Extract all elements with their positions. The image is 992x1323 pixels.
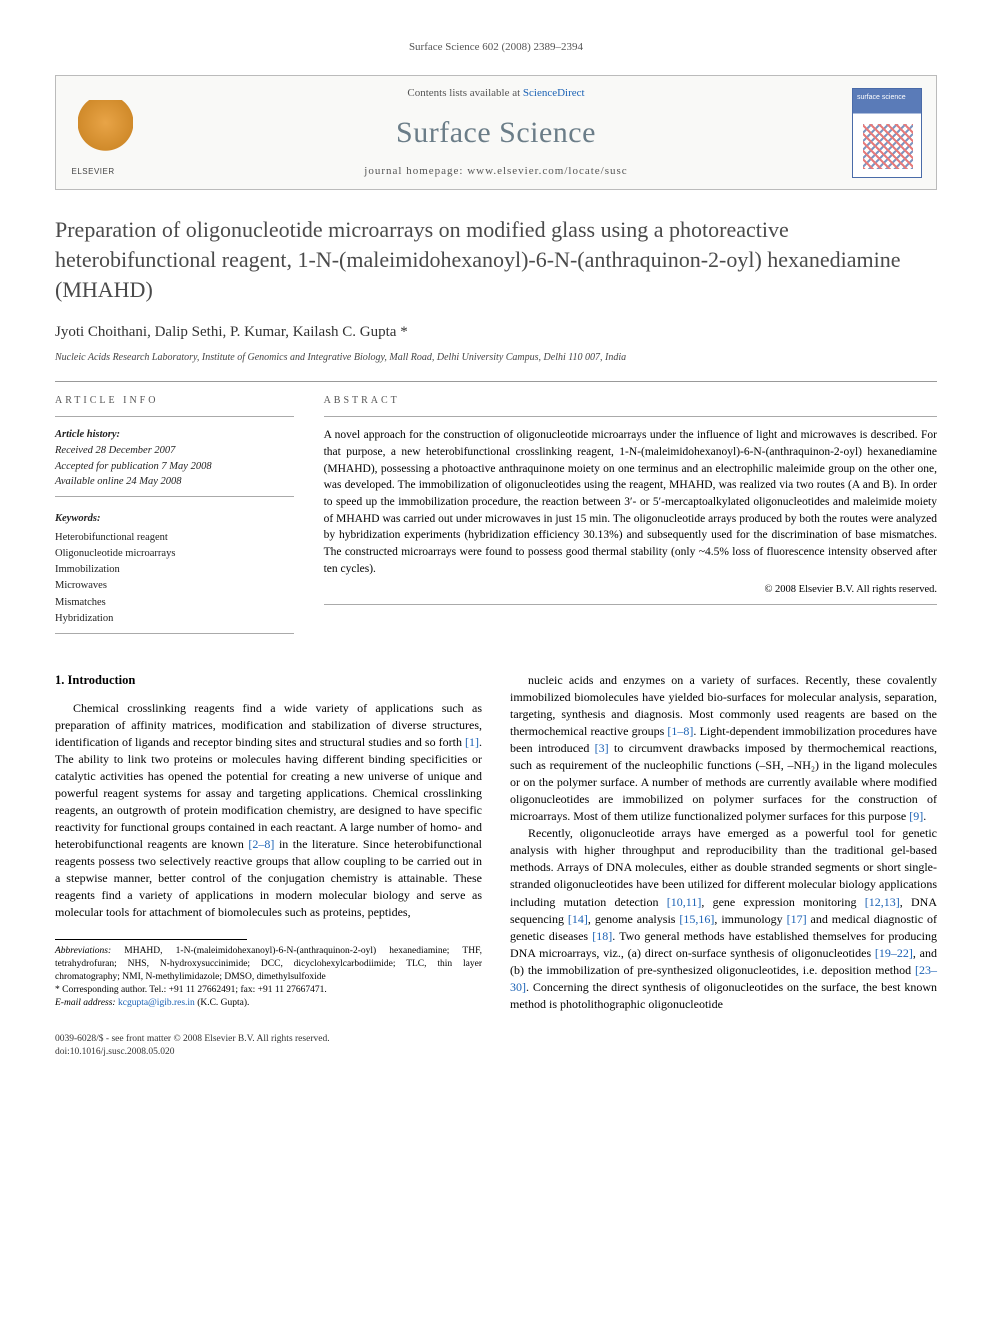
authors: Jyoti Choithani, Dalip Sethi, P. Kumar, …	[55, 322, 937, 343]
journal-title: Surface Science	[140, 112, 852, 154]
citation-link[interactable]: [12,13]	[865, 895, 900, 909]
citation-link[interactable]: [2–8]	[248, 837, 274, 851]
keyword: Heterobifunctional reagent	[55, 532, 168, 543]
keyword: Microwaves	[55, 580, 107, 591]
keywords-label: Keywords:	[55, 511, 294, 527]
history-received: Received 28 December 2007	[55, 445, 175, 456]
front-matter-line: 0039-6028/$ - see front matter © 2008 El…	[55, 1033, 937, 1046]
abstract-label: ABSTRACT	[324, 394, 937, 408]
abstract-text: A novel approach for the construction of…	[324, 427, 937, 577]
journal-cover-thumb	[852, 88, 922, 178]
running-head: Surface Science 602 (2008) 2389–2394	[55, 40, 937, 55]
keyword: Mismatches	[55, 597, 106, 608]
divider	[324, 604, 937, 605]
citation-link[interactable]: [10,11]	[667, 895, 702, 909]
journal-homepage: journal homepage: www.elsevier.com/locat…	[140, 164, 852, 179]
footnotes: Abbreviations: MHAHD, 1-N-(maleimidohexa…	[55, 939, 482, 1009]
citation-link[interactable]: [3]	[595, 741, 609, 755]
body-paragraph: nucleic acids and enzymes on a variety o…	[510, 672, 937, 825]
elsevier-tree-icon	[78, 100, 133, 165]
abbrev-label: Abbreviations:	[55, 946, 111, 956]
contents-line: Contents lists available at ScienceDirec…	[140, 86, 852, 101]
citation-link[interactable]: [1–8]	[667, 724, 693, 738]
citation-link[interactable]: [14]	[568, 912, 588, 926]
keyword: Hybridization	[55, 613, 113, 624]
citation-link[interactable]: [17]	[787, 912, 807, 926]
section-heading-introduction: 1. Introduction	[55, 672, 482, 690]
doi-line: doi:10.1016/j.susc.2008.05.020	[55, 1046, 937, 1059]
sciencedirect-link[interactable]: ScienceDirect	[523, 87, 585, 99]
affiliation: Nucleic Acids Research Laboratory, Insti…	[55, 351, 937, 365]
citation-link[interactable]: [1]	[465, 735, 479, 749]
article-title: Preparation of oligonucleotide microarra…	[55, 215, 937, 304]
journal-header-box: Contents lists available at ScienceDirec…	[55, 75, 937, 190]
email-who: (K.C. Gupta).	[195, 998, 250, 1008]
citation-link[interactable]: [9]	[909, 809, 923, 823]
contents-pre: Contents lists available at	[407, 87, 522, 99]
doi-block: 0039-6028/$ - see front matter © 2008 El…	[55, 1033, 937, 1060]
divider	[55, 416, 294, 417]
divider	[55, 633, 294, 634]
divider	[324, 416, 937, 417]
history-online: Available online 24 May 2008	[55, 476, 182, 487]
abstract-copyright: © 2008 Elsevier B.V. All rights reserved…	[324, 583, 937, 598]
citation-link[interactable]: [15,16]	[679, 912, 714, 926]
keyword: Oligonucleotide microarrays	[55, 548, 175, 559]
abbrev-text: MHAHD, 1-N-(maleimidohexanoyl)-6-N-(anth…	[55, 946, 482, 982]
divider	[55, 381, 937, 382]
email-link[interactable]: kcgupta@igib.res.in	[116, 998, 195, 1008]
history-label: Article history:	[55, 429, 120, 440]
corresponding-text: Tel.: +91 11 27662491; fax: +91 11 27667…	[147, 985, 327, 995]
corresponding-label: * Corresponding author.	[55, 985, 147, 995]
history-accepted: Accepted for publication 7 May 2008	[55, 461, 212, 472]
citation-link[interactable]: [18]	[592, 929, 612, 943]
keyword: Immobilization	[55, 564, 120, 575]
body-paragraph: Chemical crosslinking reagents find a wi…	[55, 700, 482, 921]
divider	[55, 496, 294, 497]
body-paragraph: Recently, oligonucleotide arrays have em…	[510, 825, 937, 1012]
citation-link[interactable]: [19–22]	[875, 946, 913, 960]
article-info-label: ARTICLE INFO	[55, 394, 294, 408]
email-label: E-mail address:	[55, 998, 116, 1008]
elsevier-logo	[70, 98, 140, 168]
citation-link[interactable]: [23–30]	[510, 963, 937, 994]
